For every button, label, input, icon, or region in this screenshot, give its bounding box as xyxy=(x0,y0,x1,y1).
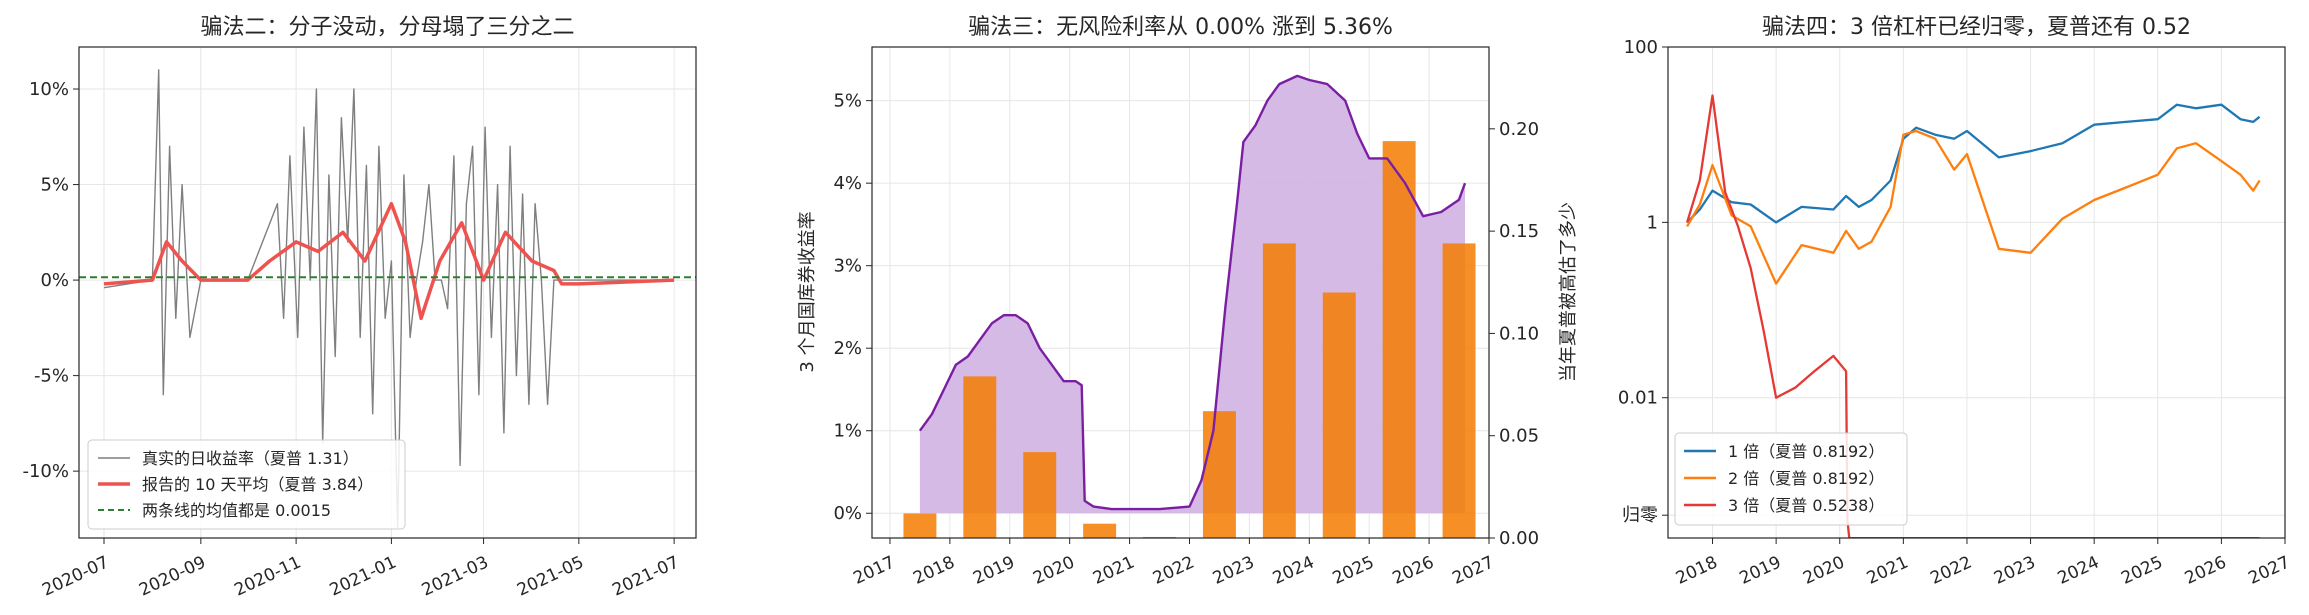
legend-3: 1 倍（夏普 0.8192） 2 倍（夏普 0.8192） 3 倍（夏普 0.5… xyxy=(1674,432,1908,526)
tick-label-x-3: 2026 xyxy=(2182,552,2230,588)
tick-label-y-2: 0% xyxy=(833,503,862,524)
chart-panel-2: 骗法三：无风险利率从 0.00% 涨到 5.36% 0% 1% 2% 3% 4% 5% 0.… xyxy=(797,15,1579,589)
tick-label-y2-2: 0.20 xyxy=(1499,119,1539,140)
tick-label-x-3: 2027 xyxy=(2245,552,2293,588)
legend-box-1 xyxy=(87,439,406,530)
tick-label-x-2: 2024 xyxy=(1270,552,1318,588)
legend-1: 真实的日收益率（夏普 1.31） 报告的 10 天平均（夏普 3.84） 两条线… xyxy=(87,439,406,530)
plot-area-2 xyxy=(903,74,1476,538)
tick-label-x-2: 2020 xyxy=(1030,552,1078,588)
series-line-1-1 xyxy=(103,201,675,321)
tick-label-y-1: 5% xyxy=(40,175,69,196)
rate-line xyxy=(918,74,1467,511)
tick-label-x-1: 2020-11 xyxy=(231,552,304,600)
tick-label-x-2: 2021 xyxy=(1090,552,1138,588)
legend-label-3x: 3 倍（夏普 0.5238） xyxy=(1728,496,1884,515)
tick-label-x-2: 2018 xyxy=(910,552,958,588)
tick-label-y-1: 10% xyxy=(29,79,69,100)
tick-label-y-3: 100 xyxy=(1624,37,1658,58)
tick-label-x-1: 2020-07 xyxy=(39,552,112,600)
tick-label-x-3: 2023 xyxy=(1991,552,2039,588)
tick-label-y2-2: 0.05 xyxy=(1499,426,1539,447)
tick-label-y2-2: 0.15 xyxy=(1499,221,1539,242)
tick-label-y-3: 归零 xyxy=(1622,505,1658,526)
tick-label-x-3: 2024 xyxy=(2055,552,2103,588)
tick-label-x-2: 2023 xyxy=(1210,552,1258,588)
axes-frame-1 xyxy=(78,46,697,539)
overestimate-bar xyxy=(1202,411,1236,538)
tick-label-x-1: 2020-09 xyxy=(136,552,209,600)
tick-label-x-2: 2017 xyxy=(850,552,898,588)
chart-title-2: 骗法三：无风险利率从 0.00% 涨到 5.36% xyxy=(968,15,1393,40)
tick-label-x-3: 2020 xyxy=(1800,552,1848,588)
tick-label-x-3: 2018 xyxy=(1673,552,1721,588)
y-axis-label-2: 3 个月国库券收益率 xyxy=(797,211,818,372)
tick-label-x-2: 2019 xyxy=(970,552,1018,588)
tick-label-x-2: 2027 xyxy=(1449,552,1497,588)
overestimate-bar xyxy=(1262,243,1296,538)
tick-label-x-3: 2022 xyxy=(1927,552,1975,588)
overestimate-bar xyxy=(903,513,937,538)
tick-label-y-1: 0% xyxy=(40,270,69,291)
tick-label-x-1: 2021-01 xyxy=(327,552,400,600)
tick-label-x-1: 2021-05 xyxy=(514,552,587,600)
legend-label-mean: 两条线的均值都是 0.0015 xyxy=(142,501,331,520)
chart-panel-1: 骗法二：分子没动，分母塌了三分之二 10% 5% 0% -5% -10% 2020-07 2… xyxy=(22,15,697,601)
series-line-1-0 xyxy=(103,69,675,530)
tick-label-y-1: -5% xyxy=(34,366,69,387)
overestimate-bar xyxy=(1442,243,1476,538)
legend-box-3 xyxy=(1674,432,1908,526)
tick-label-x-3: 2021 xyxy=(1864,552,1912,588)
chart-title-3: 骗法四：3 倍杠杆已经归零，夏普还有 0.52 xyxy=(1762,15,2191,40)
chart-title-1: 骗法二：分子没动，分母塌了三分之二 xyxy=(200,15,574,40)
tick-label-y-2: 1% xyxy=(833,421,862,442)
tick-label-y-2: 5% xyxy=(833,91,862,112)
overestimate-bar xyxy=(1023,452,1057,538)
overestimate-bar xyxy=(963,376,997,538)
tick-label-y-2: 2% xyxy=(833,338,862,359)
legend-label-2x: 2 倍（夏普 0.8192） xyxy=(1728,469,1884,488)
tick-label-x-3: 2019 xyxy=(1737,552,1785,588)
tick-label-y2-2: 0.10 xyxy=(1499,323,1539,344)
tick-label-x-2: 2022 xyxy=(1150,552,1198,588)
legend-label-real: 真实的日收益率（夏普 1.31） xyxy=(142,449,359,468)
overestimate-bar xyxy=(1083,523,1117,538)
legend-label-reported: 报告的 10 天平均（夏普 3.84） xyxy=(142,475,373,494)
tick-label-x-2: 2025 xyxy=(1330,552,1378,588)
chart-panel-3: 骗法四：3 倍杠杆已经归零，夏普还有 0.52 100 1 0.01 归零 2018 20… xyxy=(1618,15,2293,589)
tick-label-x-1: 2021-03 xyxy=(419,552,492,600)
axes-frame-2 xyxy=(871,46,1490,539)
leverage-line-2x xyxy=(1686,129,2261,285)
tick-label-y-2: 4% xyxy=(833,173,862,194)
legend-label-1x: 1 倍（夏普 0.8192） xyxy=(1728,442,1884,461)
tick-label-y2-2: 0.00 xyxy=(1499,528,1539,549)
leverage-line-1x xyxy=(1686,103,2261,224)
tick-label-y-1: -10% xyxy=(22,461,69,482)
y2-axis-label-2: 当年夏普被高估了多少 xyxy=(1558,202,1579,382)
tick-label-x-2: 2026 xyxy=(1390,552,1438,588)
tick-label-x-1: 2021-07 xyxy=(609,552,682,600)
overestimate-bar xyxy=(1382,141,1416,538)
plot-area-1 xyxy=(79,69,696,530)
tick-label-x-3: 2025 xyxy=(2118,552,2166,588)
tick-label-y-3: 0.01 xyxy=(1618,388,1658,409)
overestimate-bar xyxy=(1322,292,1356,538)
tick-label-y-2: 3% xyxy=(833,256,862,277)
axes-frame-3 xyxy=(1667,46,2286,539)
tick-label-y-3: 1 xyxy=(1647,212,1658,233)
